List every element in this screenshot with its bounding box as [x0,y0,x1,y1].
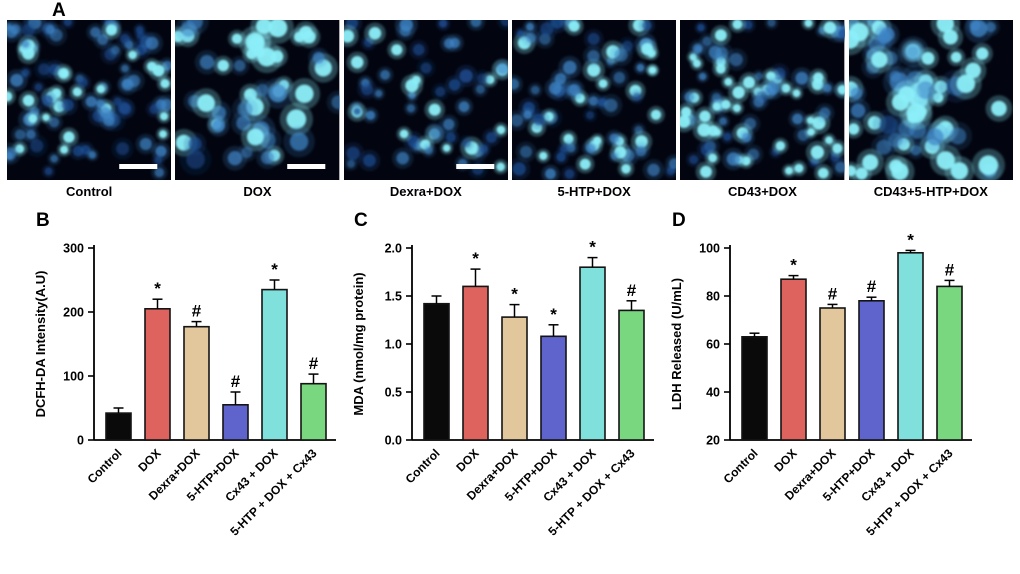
bar [579,266,606,441]
chart-panel-D: D LDH Released (U/mL) 20 40 60 80 100 Control * D… [666,208,984,558]
micro-caption: 5-HTP+DOX [557,184,631,199]
bar [183,325,210,441]
y-tick-label: 40 [706,386,720,400]
significance-marker: * [271,260,278,279]
y-tick-label: 80 [706,290,720,304]
micro-image-dox: DOX [175,20,340,204]
y-tick-label: 60 [706,338,720,352]
significance-marker: # [309,354,319,373]
scale-bar [119,164,158,169]
bar [144,308,171,441]
y-axis-label: DCFH-DA Intensity(A.U) [33,271,48,418]
micro-image-dexra-dox: Dexra+DOX [343,20,508,204]
bar [222,404,249,441]
fluorescence-micrograph [7,20,172,180]
bar [780,278,807,441]
panel-c-label: C [354,210,368,231]
x-category-label: Control [403,446,443,486]
y-tick-label: 100 [63,370,84,384]
fluorescence-micrograph [848,20,1013,180]
micro-image-cd43-dox: CD43+DOX [680,20,845,204]
significance-marker: * [154,279,161,298]
fluorescence-micrograph [343,20,508,180]
bar [936,285,963,441]
fluorescence-micrograph [175,20,340,180]
significance-marker: # [945,260,955,279]
bar [897,251,924,441]
x-category-label: Control [85,446,125,486]
bar [858,300,885,441]
micro-caption: CD43+DOX [727,184,797,199]
y-tick-label: 20 [706,434,720,448]
scale-bar [287,164,326,169]
chart-panel-C: C MDA (nmol/mg protein) 0.0 0.5 1.0 1.5 2.0 Con… [348,208,666,558]
significance-marker: * [907,230,914,249]
scale-bar [455,164,494,169]
panel-d-label: D [672,210,686,231]
micrograph-row: Control DOX Dexra+DOX 5-HTP+DOX CD43+DOX CD43… [0,20,1020,204]
y-tick-label: 2.0 [385,242,402,256]
significance-marker: * [550,305,557,324]
micro-caption: CD43+5-HTP+DOX [873,184,988,199]
y-tick-label: 0.5 [385,386,402,400]
micro-caption: DOX [243,184,272,199]
charts-row: B DCFH-DA Intensity(A.U) 0 100 200 300 Control… [0,208,1020,558]
significance-marker: * [790,256,797,275]
fluorescence-micrograph [680,20,845,180]
bar [540,335,567,441]
y-tick-label: 1.0 [385,338,402,352]
y-tick-label: 0 [77,434,84,448]
x-category-label: DOX [453,446,481,474]
bar [819,307,846,441]
micro-image-cd43-5-htp-dox: CD43+5-HTP+DOX [848,20,1013,204]
bar-chart-B: DCFH-DA Intensity(A.U) 0 100 200 300 Control *… [33,242,336,538]
chart-panel-B: B DCFH-DA Intensity(A.U) 0 100 200 300 Control… [30,208,348,558]
significance-marker: # [828,284,838,303]
micro-image-control: Control [7,20,172,204]
bar-chart-C: MDA (nmol/mg protein) 0.0 0.5 1.0 1.5 2.0 Cont… [351,238,654,538]
y-tick-label: 0.0 [385,434,402,448]
x-category-label: DOX [135,446,163,474]
micro-caption: Dexra+DOX [389,184,462,199]
significance-marker: # [867,277,877,296]
significance-marker: # [627,281,637,300]
bar [741,336,768,441]
significance-marker: # [231,372,241,391]
y-tick-label: 200 [63,306,84,320]
significance-marker: # [192,302,202,321]
significance-marker: * [511,285,518,304]
x-category-label: DOX [771,446,799,474]
y-axis-label: MDA (nmol/mg protein) [351,272,366,415]
bar [261,288,288,441]
bar [423,302,450,441]
bar [105,412,132,441]
micro-image-5-htp-dox: 5-HTP+DOX [511,20,677,204]
bar-chart-D: LDH Released (U/mL) 20 40 60 80 100 Control * DO… [669,230,972,538]
panel-a-label: A [52,0,66,21]
x-category-label: Control [721,446,761,486]
significance-marker: * [589,238,596,257]
panel-b-label: B [36,210,50,231]
micro-caption: Control [66,184,113,199]
significance-marker: * [472,249,479,268]
y-tick-label: 1.5 [385,290,402,304]
y-tick-label: 100 [699,242,720,256]
bar [462,285,489,441]
fluorescence-micrograph [511,20,677,180]
bar [501,316,528,441]
panel-a: A Control DOX Dexra+DOX 5-HTP+DOX CD43+DOX CD… [0,0,1020,204]
bar [618,309,645,441]
bar [300,382,327,441]
y-tick-label: 300 [63,242,84,256]
y-axis-label: LDH Released (U/mL) [669,278,684,410]
